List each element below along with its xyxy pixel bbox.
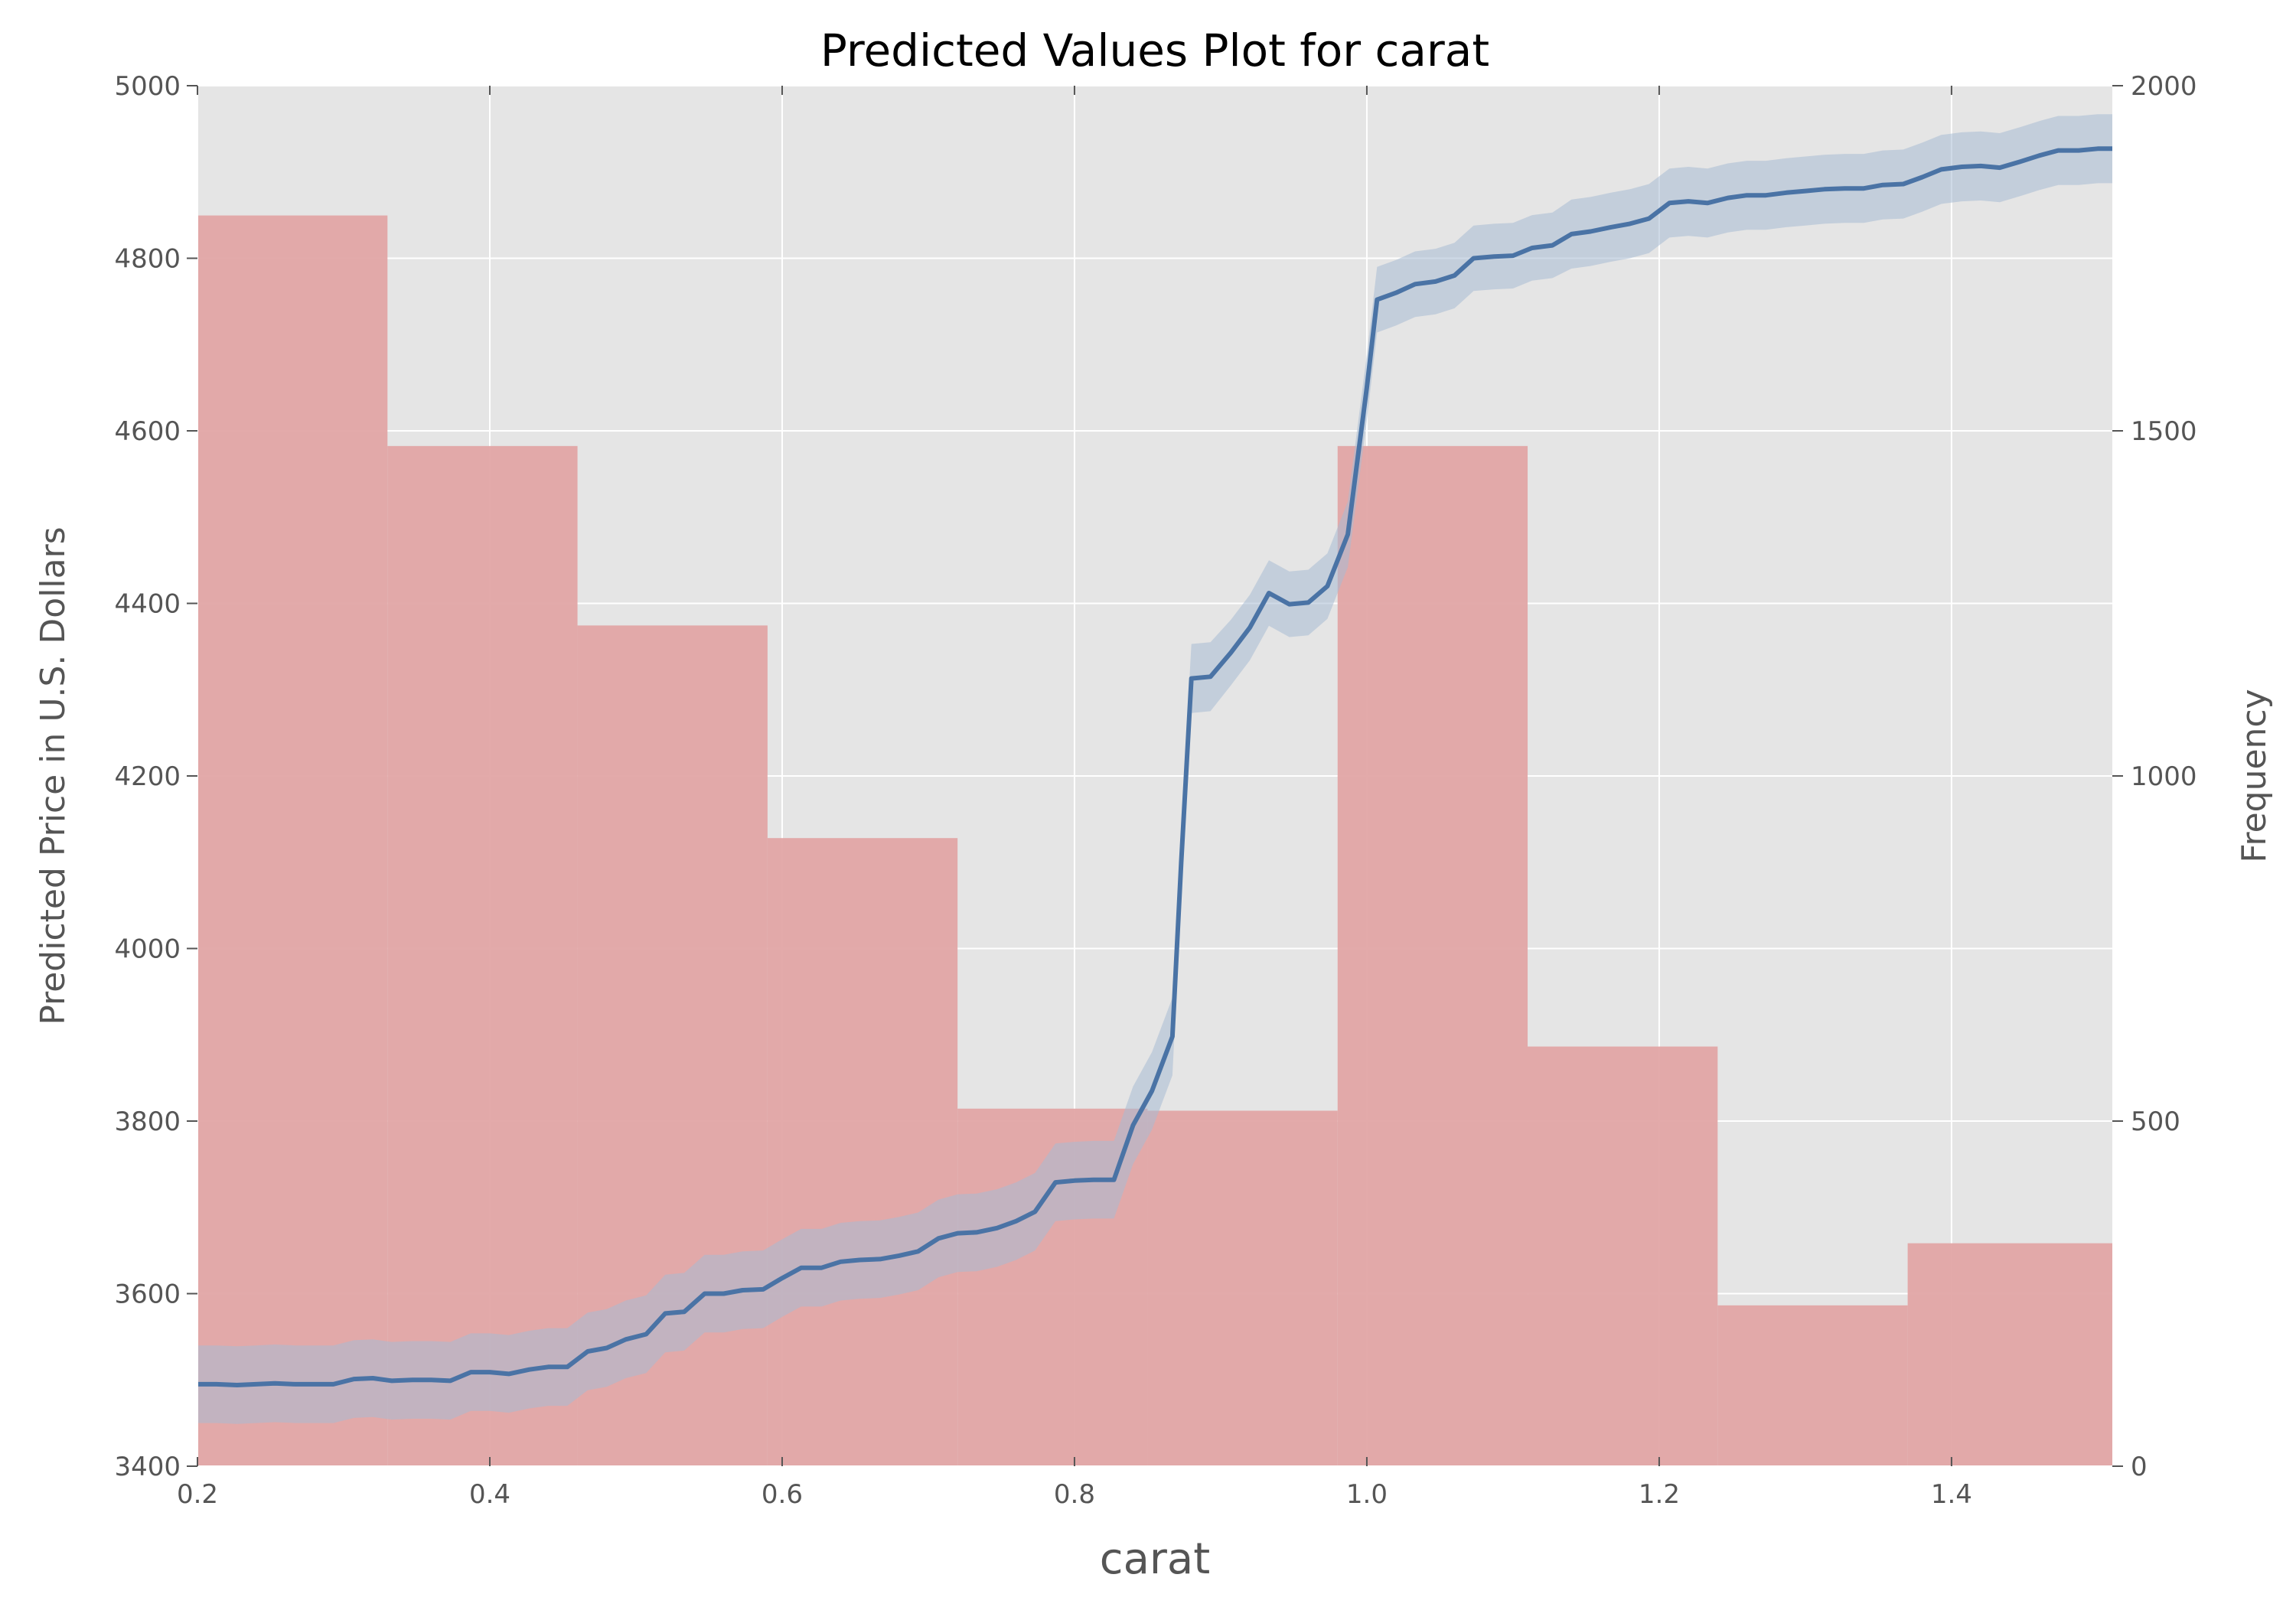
y-tick-label: 4000: [114, 934, 181, 965]
chart-title: Predicted Values Plot for carat: [820, 24, 1489, 77]
x-tick-label: 0.4: [469, 1479, 510, 1510]
y-tick-label: 5000: [114, 71, 181, 102]
series-line-predicted-price: [197, 146, 2112, 1387]
x-tick-label: 1.4: [1931, 1479, 1972, 1510]
y-tick-label: 3800: [114, 1107, 181, 1137]
y-tick-label: 4400: [114, 589, 181, 620]
x-tick-label: 0.6: [762, 1479, 803, 1510]
y-right-axis-title: Frequency: [2235, 689, 2274, 862]
histogram-bar-7: [1337, 445, 1528, 1466]
y-tick-label: 4600: [114, 416, 181, 447]
x-axis-title: carat: [1100, 1534, 1210, 1584]
y-tick-label: 4800: [114, 244, 181, 275]
y-tick-label: 3400: [114, 1452, 181, 1482]
y-right-tick-label: 2000: [2131, 71, 2197, 102]
histogram-bar-6: [1147, 1110, 1338, 1466]
y-right-tick-label: 1500: [2131, 416, 2197, 447]
histogram-bars: [197, 215, 2112, 1467]
y-tick-label: 3600: [114, 1279, 181, 1310]
x-tick-label: 1.2: [1639, 1479, 1680, 1510]
histogram-bar-2: [387, 445, 578, 1466]
histogram-bar-1: [197, 215, 388, 1467]
x-tick-label: 1.0: [1346, 1479, 1388, 1510]
histogram-bar-10: [1907, 1243, 2112, 1466]
histogram-bar-9: [1717, 1305, 1908, 1466]
y-right-tick-label: 0: [2131, 1452, 2148, 1482]
x-tick-label: 0.2: [177, 1479, 218, 1510]
y-axis-title: Predicted Price in U.S. Dollars: [34, 526, 73, 1025]
y-right-tick-label: 500: [2131, 1107, 2180, 1137]
y-right-tick-label: 1000: [2131, 761, 2197, 792]
ticks: 0.2 0.4 0.6 0.8 1.0 1.2 1.4 3400 3600 3800 4000 420…: [114, 71, 2197, 1510]
histogram-bar-4: [767, 838, 958, 1466]
y-tick-label: 4200: [114, 761, 181, 792]
prediction-line: [197, 146, 2112, 1387]
histogram-bar-8: [1528, 1046, 1718, 1466]
x-tick-label: 0.8: [1054, 1479, 1095, 1510]
